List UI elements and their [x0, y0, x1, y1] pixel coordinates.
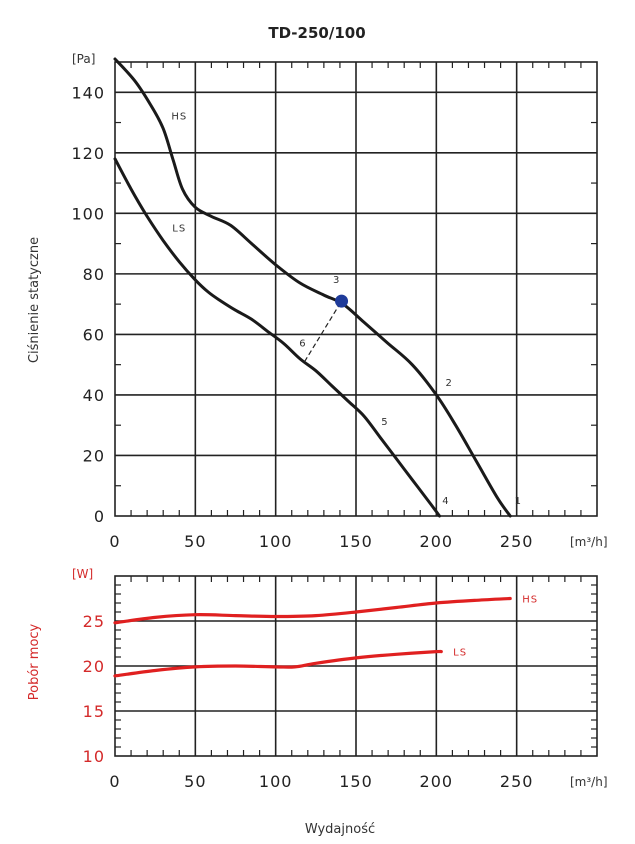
power-curves: [113, 596, 512, 678]
pressure-plot-frame: [114, 61, 598, 517]
curve-point-label: 6: [299, 339, 306, 350]
pressure-y-tick-label: 80: [83, 265, 105, 284]
power-x-unit: [m³/h]: [570, 775, 608, 789]
pressure-y-tick-label: 0: [94, 507, 105, 526]
power-y-unit: [W]: [72, 567, 93, 581]
power-y-tick-label: 15: [83, 702, 105, 721]
power-x-tick-label: 150: [339, 772, 373, 791]
power-plot-frame: [114, 575, 598, 757]
power-series-label: HS: [522, 595, 538, 606]
pressure-grid: [115, 62, 597, 516]
chart-title: TD-250/100: [268, 24, 365, 42]
power-minor-ticks: [115, 576, 597, 756]
power-curve-ls: [113, 649, 443, 678]
operating-dashed-line: [304, 300, 343, 362]
pressure-y-tick-label: 120: [71, 144, 105, 163]
power-y-tick-label: 10: [83, 747, 105, 766]
pressure-y-tick-labels: 0 20 40 60 80 100 120 140: [71, 83, 105, 526]
power-series-label: LS: [453, 648, 467, 659]
operating-point-marker: [335, 294, 349, 308]
power-x-tick-labels: 0 50 100 150 200 250: [109, 772, 534, 791]
pressure-y-tick-label: 20: [83, 446, 105, 465]
curve-point-label: 3: [333, 275, 340, 286]
pressure-x-tick-label: 150: [339, 532, 373, 551]
power-x-tick-label: 100: [259, 772, 293, 791]
power-x-tick-label: 50: [184, 772, 206, 791]
curve-point-label: 5: [381, 417, 388, 428]
pressure-y-unit: [Pa]: [72, 52, 95, 66]
power-x-tick-label: 0: [109, 772, 120, 791]
curve-point-label: 4: [442, 496, 449, 507]
power-y-tick-labels: 10 15 20 25: [83, 612, 105, 766]
curve-point-label: 1: [515, 496, 522, 507]
pressure-x-tick-label: 100: [259, 532, 293, 551]
pressure-curve-hs: [113, 57, 512, 518]
pressure-y-tick-label: 60: [83, 325, 105, 344]
curve-point-label: 2: [445, 378, 452, 389]
power-annotations: HS LS: [453, 595, 538, 659]
pressure-curves: [113, 57, 512, 518]
pressure-annotations: HS LS 3 2 1 4 5 6: [171, 112, 522, 507]
pressure-y-tick-label: 140: [71, 83, 105, 102]
pressure-x-unit: [m³/h]: [570, 535, 608, 549]
pressure-y-tick-label: 40: [83, 386, 105, 405]
pressure-x-tick-label: 0: [109, 532, 120, 551]
power-x-tick-label: 250: [500, 772, 534, 791]
power-x-tick-label: 200: [420, 772, 454, 791]
pressure-x-tick-label: 50: [184, 532, 206, 551]
x-axis-title: Wydajność: [305, 822, 375, 837]
pressure-y-axis-title: Ciśnienie statyczne: [27, 237, 42, 363]
pressure-minor-ticks: [115, 62, 597, 516]
power-y-tick-label: 20: [83, 657, 105, 676]
curve-point-label: HS: [171, 112, 187, 123]
power-y-axis-title: Pobór mocy: [27, 623, 42, 700]
pressure-curve-ls: [113, 157, 441, 518]
pressure-x-tick-label: 250: [500, 532, 534, 551]
power-y-tick-label: 25: [83, 612, 105, 631]
pressure-x-tick-labels: 0 50 100 150 200 250: [109, 532, 534, 551]
pressure-x-tick-label: 200: [420, 532, 454, 551]
power-curve-hs: [113, 596, 512, 625]
curve-point-label: LS: [172, 223, 186, 234]
pressure-y-tick-label: 100: [71, 204, 105, 223]
